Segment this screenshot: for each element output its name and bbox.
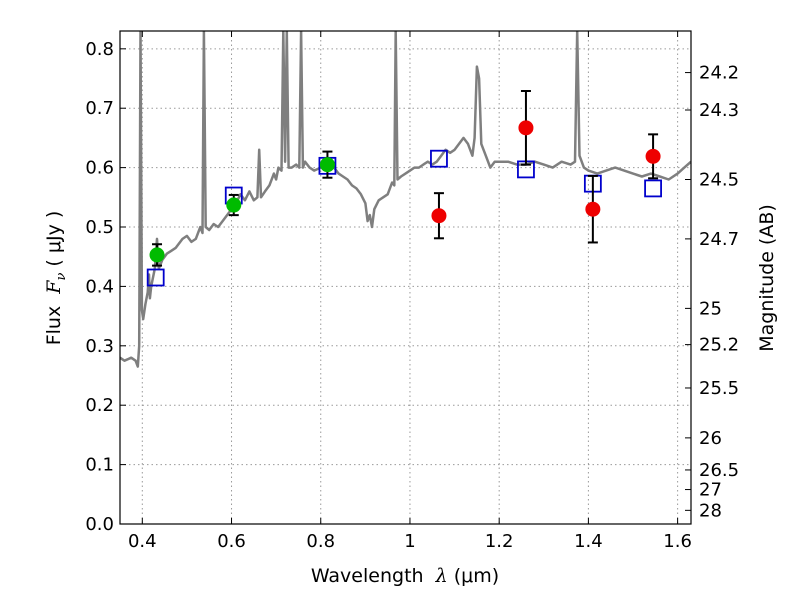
y-tick-label: 0.4 (85, 276, 114, 297)
x-axis-title: Wavelength λ (μm) (311, 565, 499, 587)
model-point (146, 268, 165, 287)
grid (120, 31, 691, 524)
right-tick-label: 25.5 (699, 378, 739, 399)
y-tick-label: 0.5 (85, 217, 114, 238)
y-tick-label: 0.0 (85, 514, 114, 535)
y-tick-label: 0.8 (85, 39, 114, 60)
x-tick-label: 1.6 (663, 531, 692, 552)
axis-ticks: 0.4 0.6 0.8 1 1.2 1.4 1.6 0.0 0.1 0.2 0.3 0.4 0.5 0.6… (85, 31, 739, 552)
optical-point (226, 197, 242, 213)
nir-point (431, 208, 447, 224)
x-tick-label: 1 (404, 531, 415, 552)
nir-point (518, 120, 534, 136)
optical-point (149, 247, 165, 263)
x-tick-label: 0.8 (306, 531, 335, 552)
y-tick-label: 0.2 (85, 395, 114, 416)
right-tick-label: 25.2 (699, 335, 739, 356)
nir-point (585, 201, 601, 217)
y-tick-label: 0.3 (85, 336, 114, 357)
x-tick-label: 0.6 (217, 531, 246, 552)
right-tick-label: 26.5 (699, 460, 739, 481)
y-tick-label: 0.1 (85, 455, 114, 476)
y-axis-title: Flux Fν ( μJy ) (43, 211, 69, 346)
optical-point (319, 157, 335, 173)
right-tick-label: 24.3 (699, 100, 739, 121)
right-tick-label: 24.5 (699, 169, 739, 190)
nir-point (645, 148, 661, 164)
right-tick-label: 25 (699, 298, 722, 319)
right-tick-label: 24.2 (699, 63, 739, 84)
plot-frame (119, 30, 692, 525)
model-point (430, 149, 448, 168)
x-tick-label: 1.4 (574, 531, 603, 552)
x-tick-label: 0.4 (128, 531, 157, 552)
y-tick-label: 0.6 (85, 158, 114, 179)
points-layer (146, 89, 662, 287)
y-tick-label: 0.7 (85, 98, 114, 119)
right-tick-label: 26 (699, 428, 722, 449)
x-tick-label: 1.2 (485, 531, 514, 552)
right-tick-label: 27 (699, 480, 722, 501)
model-point (644, 179, 662, 198)
right-axis-title: Magnitude (AB) (756, 204, 778, 352)
right-tick-label: 28 (699, 500, 722, 521)
right-tick-label: 24.7 (699, 229, 739, 250)
